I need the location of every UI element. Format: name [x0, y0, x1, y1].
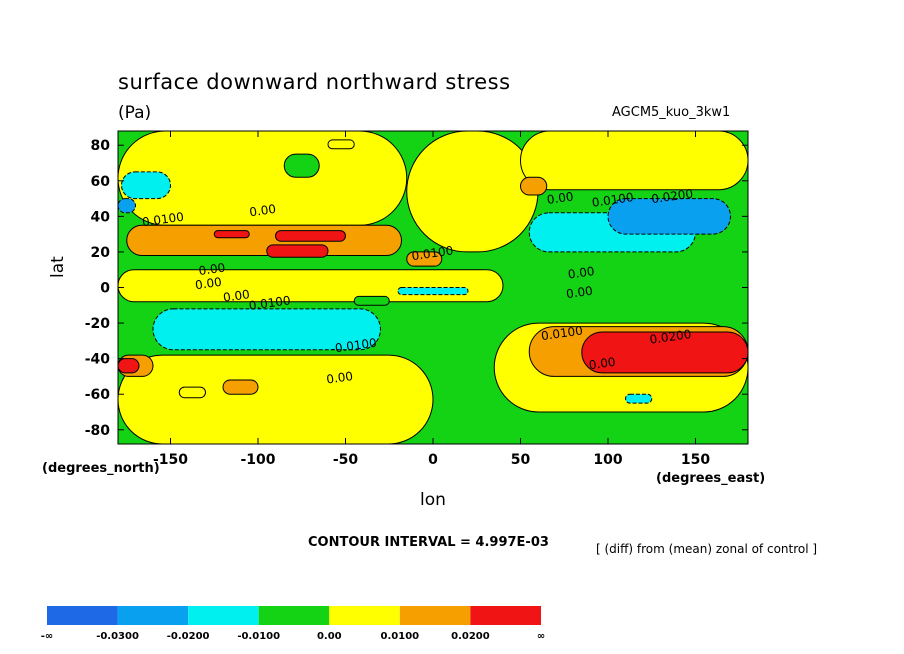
contour-label: 0.00 [546, 189, 574, 207]
field-region-23 [118, 198, 136, 214]
field-region-15 [581, 331, 748, 374]
colorbar-label: -0.0100 [237, 631, 280, 642]
field-region-28 [353, 295, 390, 306]
field-region-17 [152, 308, 381, 351]
chart-title: surface downward northward stress [118, 70, 511, 94]
field-region-3 [520, 131, 748, 191]
colorbar-swatch [47, 606, 118, 625]
contour-interval-label: CONTOUR INTERVAL = 4.997E-03 [308, 535, 549, 550]
contour-label: 0.00 [565, 284, 593, 302]
contour-label: 0.00 [325, 369, 353, 387]
x-tick-label: 150 [681, 452, 710, 468]
contour-label: 0.0100 [540, 323, 584, 343]
contour-label: 0.00 [222, 287, 250, 305]
colorbar-label: -0.0300 [96, 631, 139, 642]
y-tick-label: -20 [85, 316, 111, 332]
field-region-8 [406, 251, 443, 267]
colorbar-swatch [117, 606, 189, 625]
contour-label: 0.00 [248, 202, 276, 220]
contour-label: 0.00 [588, 355, 616, 373]
colorbar-swatch [188, 606, 259, 625]
y-unit-label: (degrees_north) [42, 461, 160, 476]
colorbar-swatch [470, 606, 541, 625]
x-tick-label: -100 [240, 452, 275, 468]
colorbar-label: ∞ [537, 631, 545, 642]
contour-label: 0.0200 [649, 327, 693, 347]
x-tick-label: 0 [428, 452, 438, 468]
colorbar-swatch [329, 606, 400, 625]
y-tick-label: -40 [85, 352, 111, 368]
field-region-5 [118, 354, 434, 444]
field-region-22 [607, 198, 731, 235]
field-region-13 [275, 230, 346, 242]
colorbar-label: -∞ [41, 631, 53, 642]
model-label: AGCM5_kuo_3kw1 [612, 105, 731, 120]
field-region-25 [222, 379, 259, 395]
colorbar-label: 0.0200 [451, 631, 490, 642]
colorbar-swatch [399, 606, 471, 625]
field-region-14 [266, 244, 329, 258]
x-axis-label: lon [420, 490, 446, 510]
colorbar-label: -0.0200 [167, 631, 210, 642]
colorbar-label: 0.00 [317, 631, 342, 642]
contour-label: -0.0100 [330, 336, 378, 356]
y-tick-label: 60 [91, 174, 111, 190]
contour-label: 0.00 [198, 261, 226, 279]
x-tick-label: -150 [153, 452, 188, 468]
contour-label: 0.0100 [248, 293, 292, 313]
colorbar-label: 0.0100 [381, 631, 420, 642]
x-tick-label: -50 [333, 452, 359, 468]
field-region-24 [178, 386, 206, 399]
y-tick-label: 0 [100, 281, 110, 297]
y-axis-label: lat [48, 256, 68, 278]
contour-label: 0.0100 [141, 210, 185, 230]
contour-label: 0.0100 [411, 243, 455, 263]
field-region-11 [520, 176, 548, 196]
field-region-21 [625, 393, 653, 404]
field-region-12 [213, 230, 250, 239]
contour-label: 0.0200 [650, 187, 694, 207]
field-regions [118, 131, 748, 444]
y-tick-label: -60 [85, 387, 111, 403]
field-region-16 [118, 358, 140, 374]
x-tick-label: 100 [593, 452, 622, 468]
colorbar-swatch [258, 606, 330, 625]
contour-label: 0.0100 [591, 190, 635, 210]
contour-label: 0.00 [194, 275, 222, 293]
diff-note: [ (diff) from (mean) zonal of control ] [596, 542, 818, 556]
units-label: (Pa) [118, 103, 152, 123]
field-region-7 [126, 224, 402, 256]
y-tick-label: -80 [85, 423, 111, 439]
x-unit-label: (degrees_east) [656, 471, 766, 486]
y-tick-label: 80 [91, 138, 111, 154]
field-region-2 [406, 131, 539, 253]
field-region-26 [327, 139, 355, 150]
y-tick-label: 20 [91, 245, 111, 261]
y-tick-label: 40 [91, 209, 111, 225]
field-region-20 [397, 287, 469, 296]
field-region-4 [118, 269, 504, 303]
x-tick-label: 50 [511, 452, 531, 468]
field-region-27 [283, 153, 320, 178]
contour-label: 0.00 [567, 264, 595, 282]
field-region-19 [121, 171, 171, 200]
